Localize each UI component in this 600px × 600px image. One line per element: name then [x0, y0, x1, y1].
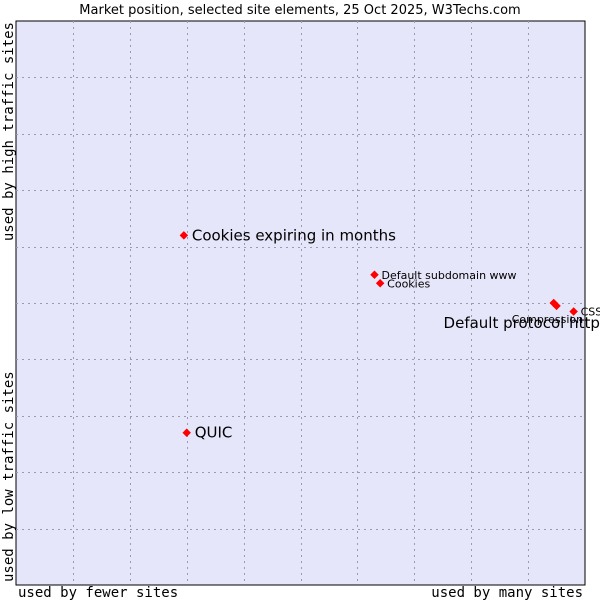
data-point	[569, 307, 578, 316]
grid	[16, 21, 585, 585]
data-point-label: QUIC	[195, 424, 233, 442]
data-point	[552, 301, 561, 311]
data-point	[375, 279, 385, 288]
data-point	[182, 428, 191, 437]
data-points: Cookies expiring in months QUIC Default su…	[179, 226, 600, 442]
data-point	[179, 231, 189, 240]
chart-title: Market position, selected site elements,…	[79, 3, 520, 18]
y-axis-label-top: used by high traffic sites	[1, 22, 17, 241]
data-point-label: Cookies expiring in months	[192, 226, 396, 244]
x-axis-label-right: used by many sites	[431, 585, 583, 600]
x-axis-label-left: used by fewer sites	[18, 585, 178, 600]
data-point-label: Default protocol https	[444, 314, 600, 332]
data-point	[370, 270, 379, 280]
data-point-label: Compression	[512, 313, 583, 326]
y-axis-label-bottom: used by low traffic sites	[1, 371, 17, 582]
data-point-label: Cookies	[387, 277, 430, 290]
data-point-label: CSS	[581, 305, 600, 318]
data-point-label: Default subdomain www	[381, 269, 516, 282]
